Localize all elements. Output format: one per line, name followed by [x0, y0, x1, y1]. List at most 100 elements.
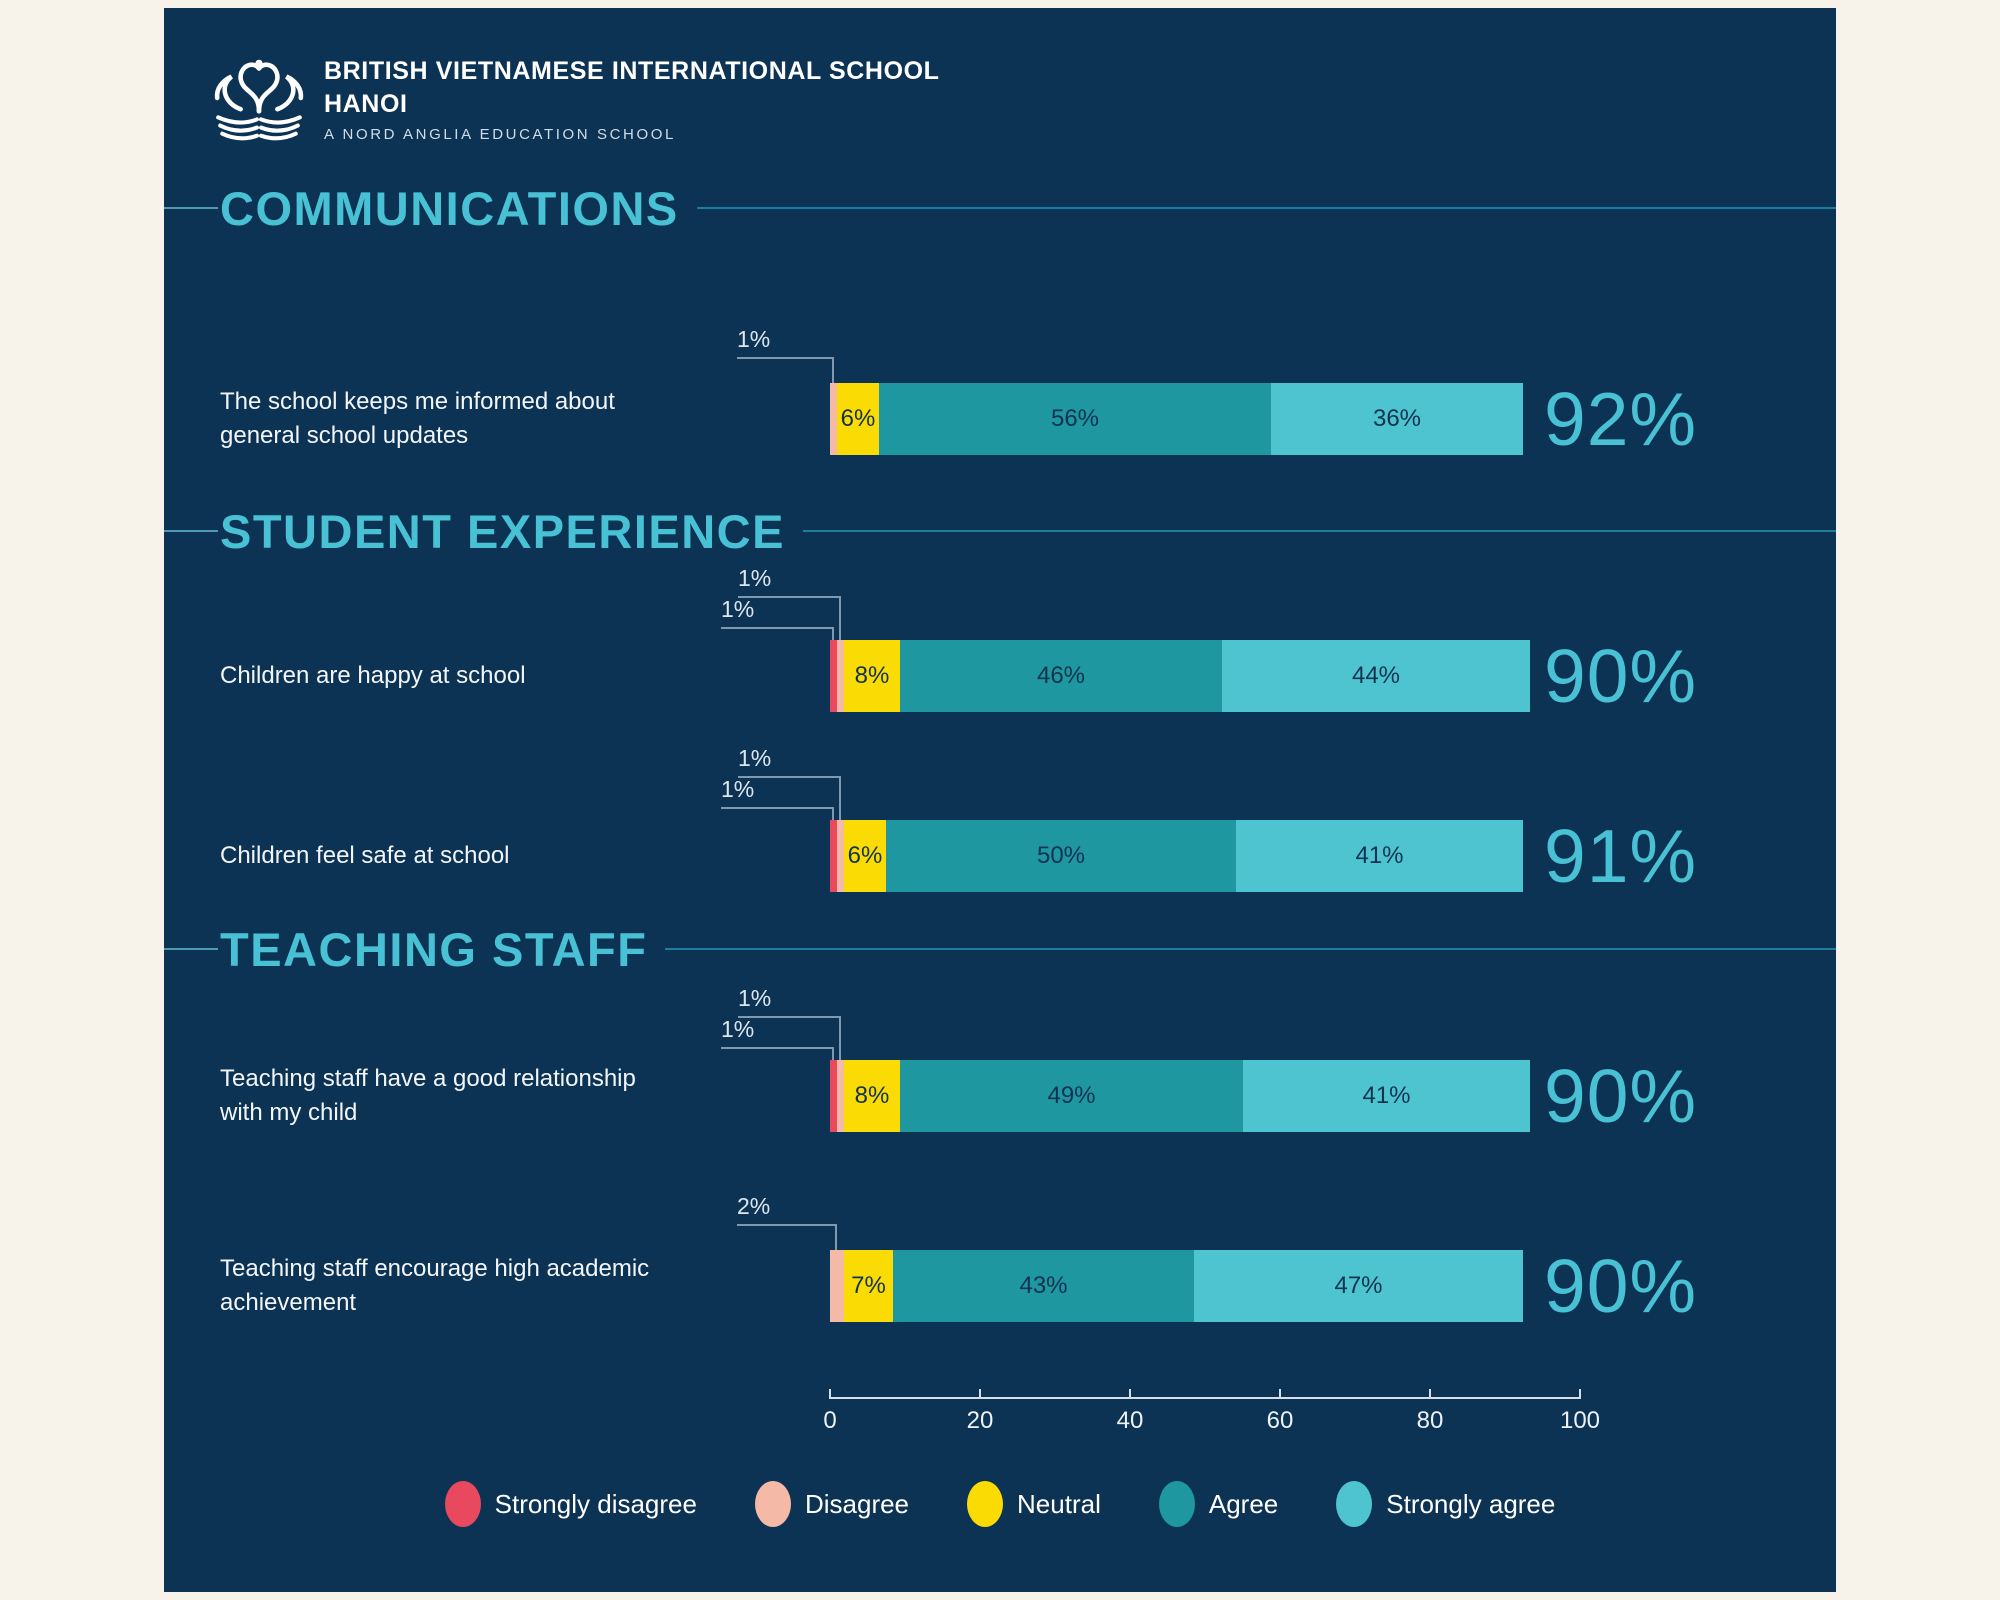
section-dash — [164, 948, 218, 950]
school-name-line2: HANOI — [324, 89, 408, 118]
section-heading: STUDENT EXPERIENCE — [164, 502, 1836, 560]
bar-segment-agree: 46% — [900, 640, 1222, 712]
school-tagline: A NORD ANGLIA EDUCATION SCHOOL — [324, 126, 676, 143]
axis-tick-label: 0 — [823, 1407, 837, 1434]
legend-label: Strongly disagree — [494, 1488, 697, 1519]
axis-tick — [979, 1389, 981, 1399]
legend-item-agree: Agree — [1158, 1481, 1279, 1527]
segment-value-label: 49% — [1047, 1082, 1096, 1109]
bar-segment-agree: 50% — [886, 820, 1236, 892]
section-title: STUDENT EXPERIENCE — [220, 504, 785, 558]
legend-swatch-neutral — [967, 1481, 1004, 1527]
axis-line — [830, 1397, 1580, 1399]
bar-segment-strongly_disagree — [830, 1060, 837, 1132]
segment-value-label: 8% — [854, 662, 890, 689]
callout-label-disagree: 1% — [738, 745, 772, 771]
callout-bracket-disagree — [737, 1224, 837, 1250]
segment-value-label: 41% — [1362, 1082, 1411, 1109]
segment-value-label: 6% — [840, 405, 876, 432]
bar-segment-neutral: 8% — [844, 1060, 900, 1132]
callout-bracket-disagree — [737, 357, 834, 383]
legend-label: Agree — [1208, 1488, 1279, 1519]
row-label: Children feel safe at school — [220, 842, 510, 870]
callout-label-disagree: 1% — [738, 985, 772, 1011]
segment-value-label: 50% — [1036, 842, 1086, 869]
legend-label: Neutral — [1017, 1488, 1101, 1519]
bar-segment-neutral: 8% — [844, 640, 900, 712]
section-title: COMMUNICATIONS — [220, 181, 679, 235]
bar-segment-disagree — [830, 383, 837, 455]
infographic-card: BRITISH VIETNAMESE INTERNATIONAL SCHOOL … — [164, 8, 1836, 1592]
segment-value-label: 43% — [1019, 1272, 1068, 1299]
bar-segment-strongly_disagree — [830, 640, 837, 712]
legend: Strongly disagree Disagree Neutral Agree Str… — [164, 1476, 1836, 1532]
row-total: 91% — [1544, 814, 1698, 898]
row-total: 90% — [1544, 1054, 1698, 1138]
legend-label: Disagree — [804, 1488, 910, 1519]
section-heading: COMMUNICATIONS — [164, 179, 1836, 237]
row-label: Teaching staff have a good relationship … — [220, 1065, 636, 1126]
segment-value-label: 7% — [851, 1272, 886, 1299]
axis-tick-label: 100 — [1559, 1407, 1601, 1434]
bar-segment-strongly_agree: 47% — [1194, 1250, 1523, 1322]
legend-item-strongly_agree: Strongly agree — [1336, 1481, 1555, 1527]
callout-bracket-disagree — [738, 776, 841, 820]
row-label: The school keeps me informed about gener… — [220, 388, 615, 449]
bar-segment-disagree — [837, 820, 844, 892]
segment-value-label: 6% — [847, 842, 883, 869]
section-title: TEACHING STAFF — [220, 922, 648, 976]
row-total: 90% — [1544, 634, 1698, 718]
segment-value-label: 8% — [854, 1082, 890, 1109]
bar-segment-agree: 49% — [900, 1060, 1243, 1132]
stacked-bar: 6% 50% 41% — [830, 820, 1523, 892]
legend-item-disagree: Disagree — [754, 1481, 910, 1527]
callout-label-strongly_disagree: 1% — [721, 776, 755, 802]
bar-segment-neutral: 6% — [844, 820, 886, 892]
axis-tick — [1279, 1389, 1281, 1399]
segment-value-label: 41% — [1355, 842, 1404, 869]
bar-segment-neutral: 7% — [844, 1250, 893, 1322]
stacked-bar: 6% 56% 36% — [830, 383, 1523, 455]
bar-segment-disagree — [837, 1060, 844, 1132]
bar-segment-strongly_agree: 41% — [1243, 1060, 1530, 1132]
row-total: 92% — [1544, 377, 1698, 461]
axis-tick-label: 60 — [1266, 1407, 1294, 1434]
axis-tick — [1429, 1389, 1431, 1399]
segment-value-label: 47% — [1334, 1272, 1383, 1299]
legend-swatch-agree — [1158, 1481, 1195, 1527]
legend-item-neutral: Neutral — [967, 1481, 1101, 1527]
bar-segment-strongly_agree: 41% — [1236, 820, 1523, 892]
bar-segment-strongly_agree: 36% — [1271, 383, 1523, 455]
stacked-bar: 8% 46% 44% — [830, 640, 1530, 712]
legend-swatch-disagree — [754, 1481, 791, 1527]
callout-bracket-strongly_disagree — [721, 807, 834, 820]
legend-label: Strongly agree — [1386, 1488, 1556, 1519]
bar-segment-strongly_agree: 44% — [1222, 640, 1530, 712]
section-line — [696, 207, 1836, 209]
callout-label-disagree: 2% — [737, 1193, 771, 1219]
x-axis: 0 20 40 60 80 100 — [823, 1389, 1600, 1449]
callout-label-disagree: 1% — [738, 565, 772, 591]
axis-tick-label: 40 — [1116, 1407, 1144, 1434]
segment-value-label: 46% — [1036, 662, 1086, 689]
legend-swatch-strongly_agree — [1336, 1481, 1373, 1527]
bar-segment-agree: 43% — [893, 1250, 1194, 1322]
section-heading: TEACHING STAFF — [164, 920, 1836, 978]
callout-bracket-strongly_disagree — [721, 1047, 834, 1060]
stacked-bar: 8% 49% 41% — [830, 1060, 1530, 1132]
survey-chart: COMMUNICATIONS The school keeps me inform… — [164, 8, 1836, 1592]
axis-tick — [1129, 1389, 1131, 1399]
school-name: BRITISH VIETNAMESE INTERNATIONAL SCHOOL … — [324, 55, 940, 120]
callout-bracket-disagree — [738, 1016, 841, 1060]
header-text: BRITISH VIETNAMESE INTERNATIONAL SCHOOL … — [324, 55, 940, 143]
bar-segment-strongly_disagree — [830, 820, 837, 892]
stacked-bar: 7% 43% 47% — [830, 1250, 1523, 1322]
school-name-line1: BRITISH VIETNAMESE INTERNATIONAL SCHOOL — [324, 57, 940, 85]
section-dash — [164, 530, 218, 532]
school-logo — [214, 59, 304, 141]
row-label: Teaching staff encourage high academic a… — [220, 1255, 650, 1316]
axis-tick-label: 20 — [966, 1407, 994, 1434]
bar-segment-neutral: 6% — [837, 383, 879, 455]
section-line — [665, 948, 1836, 950]
segment-value-label: 44% — [1351, 662, 1401, 689]
